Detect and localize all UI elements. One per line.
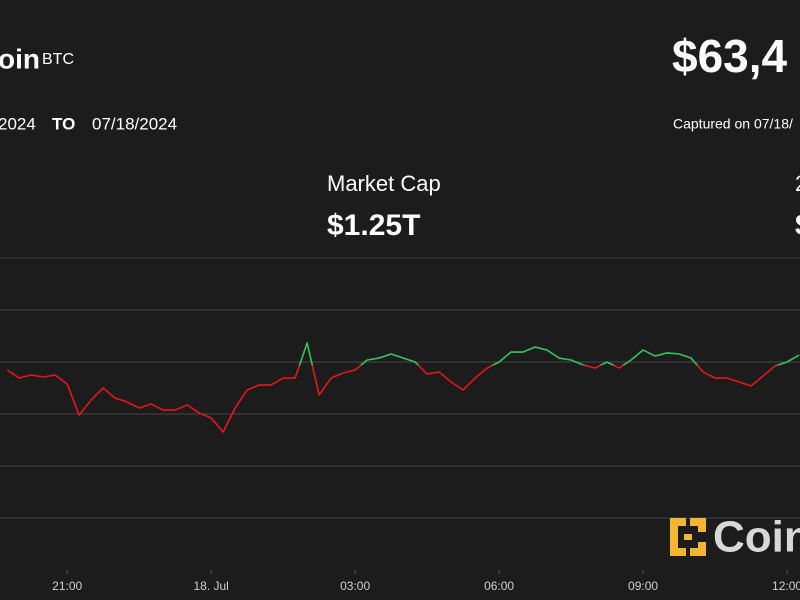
date-to: 07/18/2024 [92,114,177,133]
captured: Captured on 07/18/ [673,116,793,132]
stat-value: $1.25T [327,209,420,242]
x-tick-label: 21:00 [52,579,82,593]
coin-name: oin [0,43,40,74]
plot-area: 21:00 18. Jul 03:00 06:00 09:00 12:00 [0,309,800,593]
x-tick-label: 03:00 [340,579,370,593]
date-from: 2024 [0,114,36,133]
watermark-logo [670,518,706,556]
stat-value: $ [795,209,800,242]
x-tick-label: 18. Jul [193,579,228,593]
x-tick-label: 06:00 [484,579,514,593]
x-tick-label: 09:00 [628,579,658,593]
stat-label: 2 [795,171,800,196]
price-line-up [298,342,800,366]
stat-label: Market Cap [327,171,441,196]
x-tick-label: 12:00 [772,579,800,593]
watermark: Coin [713,513,800,562]
ticker: BTC [42,51,74,68]
price: $63,4 [672,30,788,82]
to-label: TO [52,114,75,133]
